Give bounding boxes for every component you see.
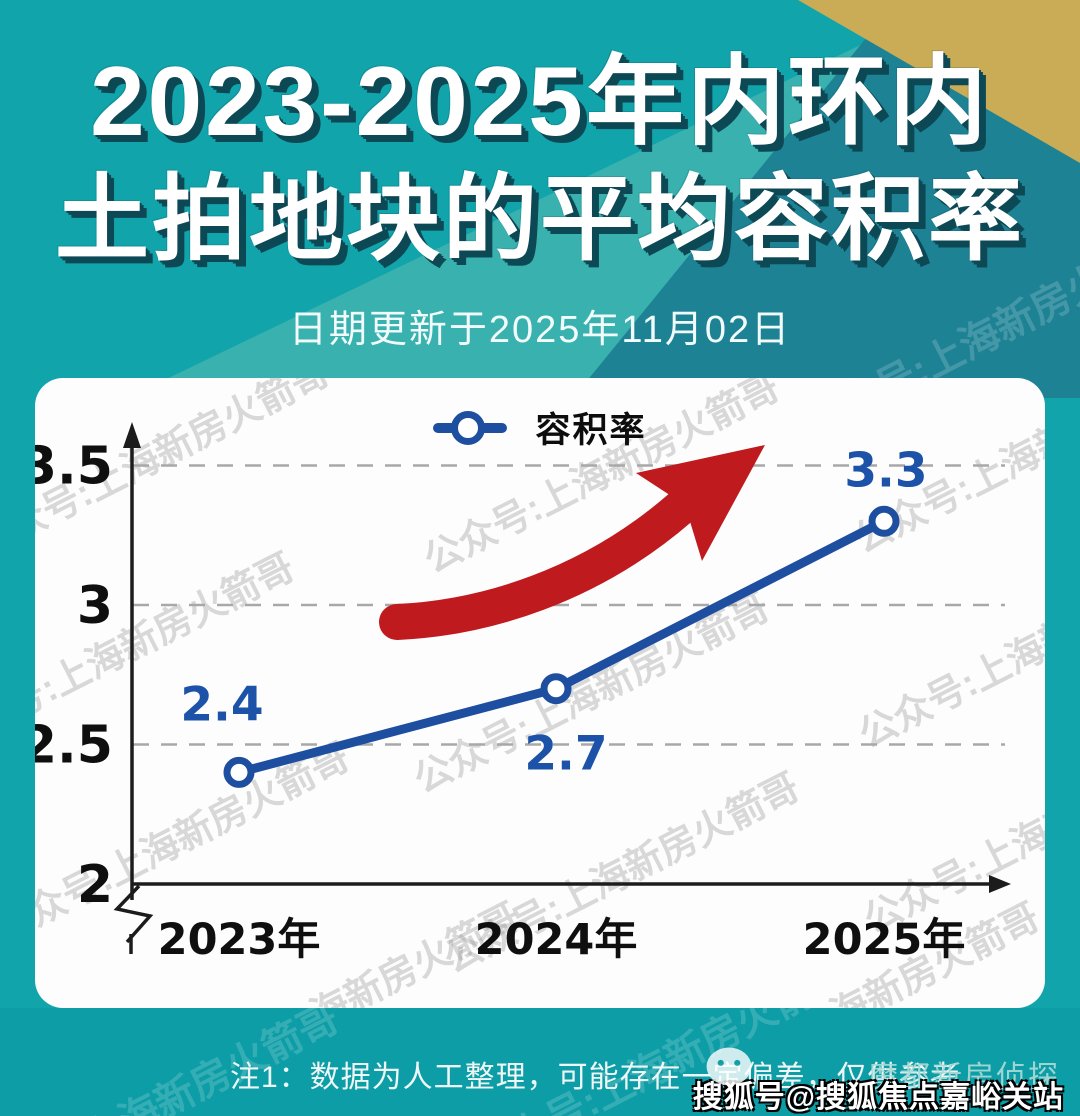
trend-arrow-head <box>636 445 765 561</box>
x-tick-label: 2024年 <box>475 915 638 965</box>
page-title-line1: 2023-2025年内环内 <box>90 46 990 156</box>
sohu-credit: 搜狐号@搜狐焦点嘉峪关站 <box>692 1081 1064 1114</box>
wechat-icon <box>706 1047 752 1086</box>
y-axis-arrowhead <box>123 422 141 448</box>
x-tick-label: 2023年 <box>158 915 321 965</box>
update-date-subtitle: 日期更新于2025年11月02日 <box>288 309 792 351</box>
y-tick-label: 3 <box>77 576 113 636</box>
page-title-line2: 土拍地块的平均容积率 <box>54 166 1025 271</box>
legend-line-sample <box>433 410 508 445</box>
chart-plot: 2 2.5 3 3.5 2023年 2024年 2025年 2.4 2.7 3.3 <box>35 422 1011 965</box>
legend-marker-icon <box>451 410 486 445</box>
y-tick-label: 2.5 <box>35 716 113 776</box>
brand-name: 魔都新房侦探 <box>868 1061 1060 1094</box>
y-tick-label: 3.5 <box>35 437 113 497</box>
trend-arrow-shaft <box>379 490 698 640</box>
data-point-marker <box>868 505 900 537</box>
legend-label: 容积率 <box>535 411 647 450</box>
data-point-marker <box>223 756 255 788</box>
footnote: 注1：数据为人工整理，可能存在一定偏差，仅供参考. <box>230 1061 971 1094</box>
data-point-label: 2.4 <box>180 677 263 732</box>
data-point-marker <box>540 673 572 705</box>
trend-arrow <box>379 445 765 640</box>
x-axis-arrowhead <box>989 875 1011 893</box>
data-point-label: 3.3 <box>844 443 927 498</box>
chart-card: 公众号:上海新房火箭哥 公众号:上海新房火箭哥 公众号:上海新房火箭哥 公众号:上海新… <box>35 378 1045 1008</box>
y-axis-break <box>113 884 154 944</box>
legend: 容积率 <box>35 402 1045 453</box>
x-tick-label: 2025年 <box>803 915 966 965</box>
data-point-label: 2.7 <box>524 727 607 782</box>
y-tick-label: 2 <box>77 855 113 915</box>
